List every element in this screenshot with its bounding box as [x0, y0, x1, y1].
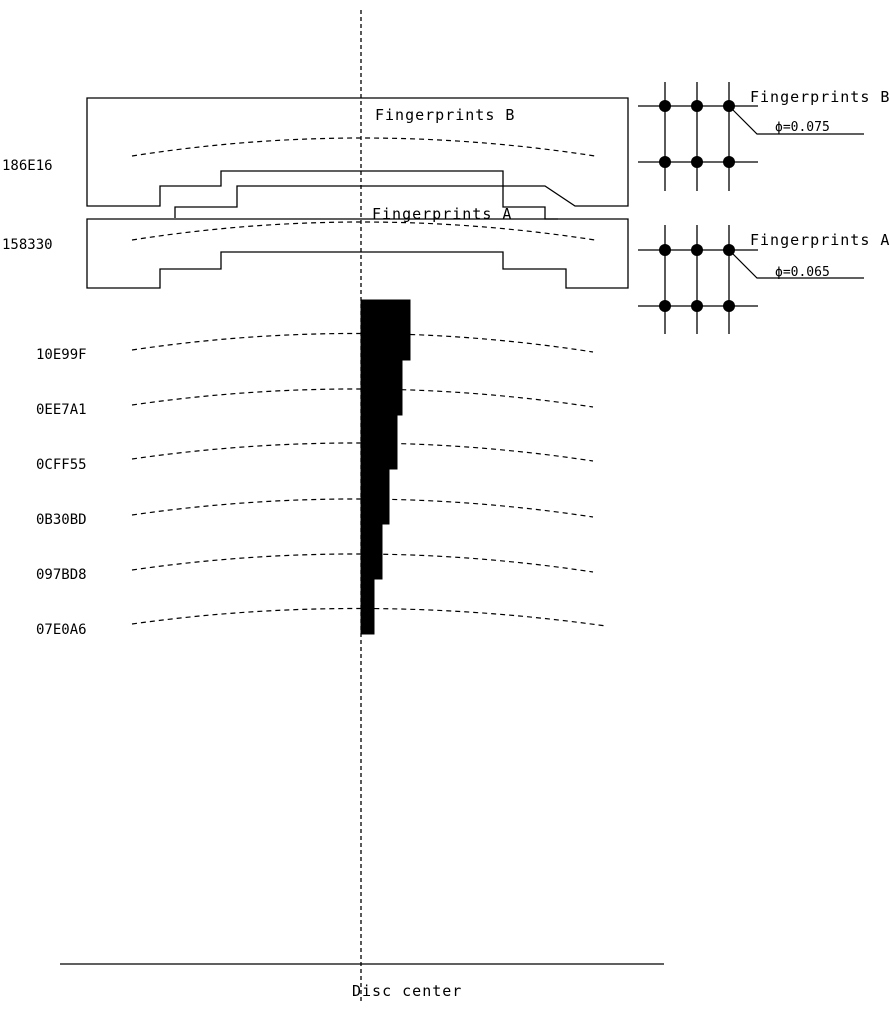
grid-a-dot	[723, 300, 735, 312]
grid-b-diameter: ϕ=0.075	[775, 120, 830, 135]
grid-a-label: Fingerprints A	[750, 231, 890, 249]
track-arc	[131, 607, 607, 627]
grid-b-dot	[659, 156, 671, 168]
region-b-inner-contour	[174, 185, 558, 220]
track-address-label: 097BD8	[36, 567, 87, 583]
disc-center-label: Disc center	[352, 982, 462, 1000]
grid-a-dot	[691, 244, 703, 256]
track-arc	[131, 332, 594, 353]
grid-a-dot	[659, 300, 671, 312]
grid-a-dot	[659, 244, 671, 256]
fingerprint-region-b: Fingerprints B	[86, 97, 629, 220]
track-address-label: 0B30BD	[36, 512, 87, 528]
track-arc	[131, 498, 594, 518]
track-arc	[131, 388, 594, 408]
region-a-track-arc	[131, 221, 596, 241]
track-address-label: 10E99F	[36, 347, 87, 363]
fingerprint-region-a: Fingerprints A	[86, 205, 629, 289]
grid-b-dot	[691, 100, 703, 112]
region-a-address: 158330	[2, 237, 53, 253]
grid-b-leader-line	[728, 105, 864, 135]
region-a-label: Fingerprints A	[372, 205, 512, 223]
region-b-outline	[86, 97, 629, 207]
track-address-label: 0CFF55	[36, 457, 87, 473]
track-arc	[131, 442, 594, 462]
grid-b-dot	[723, 156, 735, 168]
grid-b-label: Fingerprints B	[750, 88, 890, 106]
track-address-label: 07E0A6	[36, 622, 87, 638]
track-arc	[131, 553, 594, 573]
track-address-label: 0EE7A1	[36, 402, 87, 418]
grid-a-dot	[691, 300, 703, 312]
grid-b-dot	[659, 100, 671, 112]
stepped-black-profile	[360, 299, 411, 635]
region-b-track-arc	[131, 137, 596, 157]
grid-b-dot	[691, 156, 703, 168]
region-b-address: 186E16	[2, 158, 53, 174]
fingerprint-grid-b: Fingerprints B ϕ=0.075	[638, 82, 890, 191]
region-b-label: Fingerprints B	[375, 106, 515, 124]
region-a-outline	[86, 218, 629, 289]
fingerprint-grid-a: Fingerprints A ϕ=0.065	[638, 225, 890, 334]
grid-a-leader-line	[728, 249, 864, 279]
grid-a-diameter: ϕ=0.065	[775, 265, 830, 280]
